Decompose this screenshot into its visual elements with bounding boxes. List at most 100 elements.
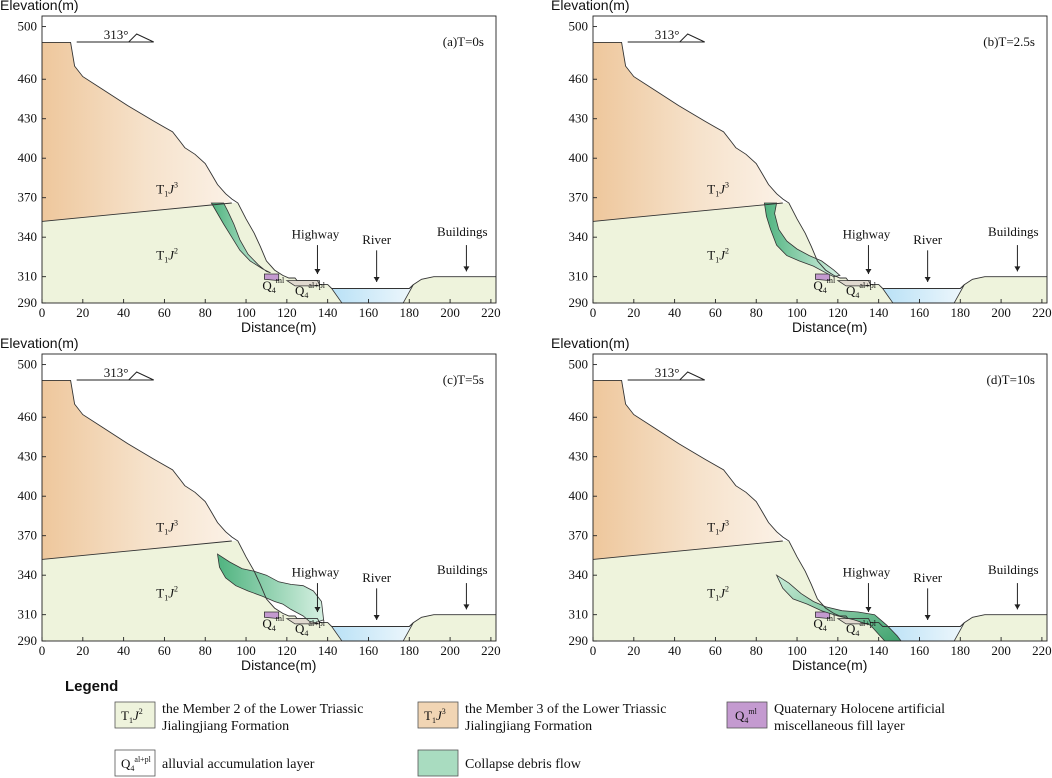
y-tick-label: 460 bbox=[18, 71, 38, 86]
y-tick-label: 290 bbox=[18, 633, 38, 648]
label-river: River bbox=[913, 232, 943, 247]
x-tick-label: 160 bbox=[910, 305, 930, 320]
x-tick-label: 220 bbox=[481, 643, 501, 658]
x-tick-label: 180 bbox=[951, 643, 971, 658]
x-tick-label: 160 bbox=[359, 643, 379, 658]
y-tick-label: 500 bbox=[18, 19, 38, 34]
label-fill-layer: Q4ml bbox=[813, 614, 836, 633]
svg-text:T1J2: T1J2 bbox=[121, 707, 143, 725]
strike-label: 313° bbox=[104, 365, 129, 380]
river-area bbox=[330, 284, 414, 304]
svg-text:Q4ml: Q4ml bbox=[735, 707, 758, 725]
x-tick-label: 100 bbox=[787, 305, 807, 320]
member3-area bbox=[42, 42, 232, 222]
y-tick-label: 430 bbox=[18, 111, 38, 126]
x-tick-label: 60 bbox=[709, 643, 722, 658]
y-tick-label: 370 bbox=[569, 528, 589, 543]
y-tick-label: 460 bbox=[569, 409, 589, 424]
y-tick-label: 310 bbox=[569, 607, 589, 622]
label-buildings-arrowhead bbox=[1014, 266, 1021, 272]
formation-boundary bbox=[592, 540, 783, 560]
x-tick-label: 0 bbox=[39, 643, 46, 658]
member3-area bbox=[42, 380, 232, 560]
label-buildings-arrowhead bbox=[1014, 604, 1021, 610]
y-tick-label: 400 bbox=[569, 150, 589, 165]
x-axis-title: Distance(m) bbox=[792, 657, 867, 673]
x-tick-label: 20 bbox=[76, 643, 89, 658]
label-fill-layer: Q4ml bbox=[262, 276, 285, 295]
y-tick-label: 400 bbox=[18, 150, 38, 165]
dip-symbol bbox=[128, 371, 154, 381]
y-tick-label: 370 bbox=[18, 190, 38, 205]
y-tick-label: 310 bbox=[18, 607, 38, 622]
x-tick-label: 40 bbox=[668, 305, 681, 320]
legend-item-member2: T1J2 the Member 2 of the Lower Triassic … bbox=[114, 701, 363, 734]
debris-flow bbox=[216, 553, 325, 624]
label-river: River bbox=[362, 232, 392, 247]
label-buildings: Buildings bbox=[988, 224, 1039, 239]
dip-symbol bbox=[679, 33, 705, 43]
y-axis-title: Elevation(m) bbox=[0, 335, 79, 351]
x-axis-title: Distance(m) bbox=[792, 319, 867, 335]
legend-item-member3: T1J3 the Member 3 of the Lower Triassic … bbox=[417, 701, 666, 734]
x-tick-label: 180 bbox=[951, 305, 971, 320]
label-member2: T1J2 bbox=[156, 247, 178, 265]
fill-layer bbox=[263, 611, 280, 620]
x-tick-label: 160 bbox=[359, 305, 379, 320]
label-member3: T1J3 bbox=[707, 519, 729, 537]
label-alluvial: Q4al+pl bbox=[295, 619, 326, 638]
strike-label: 313° bbox=[655, 365, 680, 380]
label-river: River bbox=[913, 570, 943, 585]
label-buildings: Buildings bbox=[988, 562, 1039, 577]
label-highway: Highway bbox=[292, 227, 340, 242]
x-tick-label: 200 bbox=[440, 643, 460, 658]
fill-layer bbox=[814, 273, 831, 282]
svg-text:T1J3: T1J3 bbox=[424, 707, 446, 725]
y-tick-label: 310 bbox=[18, 269, 38, 284]
legend-title: Legend bbox=[65, 678, 118, 695]
x-tick-label: 200 bbox=[991, 305, 1011, 320]
y-tick-label: 290 bbox=[569, 633, 589, 648]
panel-c: 290 310 340 370 400 430 460 500 0 20 40 60 80 100 120 1… bbox=[0, 335, 501, 673]
x-tick-label: 0 bbox=[590, 305, 597, 320]
x-tick-label: 20 bbox=[627, 643, 640, 658]
x-tick-label: 60 bbox=[158, 643, 171, 658]
y-axis-title: Elevation(m) bbox=[551, 335, 630, 351]
y-tick-label: 500 bbox=[569, 357, 589, 372]
label-buildings: Buildings bbox=[437, 224, 488, 239]
legend-text-alluvial: alluvial accumulation layer bbox=[162, 757, 315, 772]
svg-text:Q4al+pl: Q4al+pl bbox=[121, 755, 152, 773]
label-alluvial: Q4al+pl bbox=[846, 619, 877, 638]
label-member3: T1J3 bbox=[707, 181, 729, 199]
x-tick-label: 120 bbox=[277, 305, 297, 320]
legend-text-member3-line1: the Member 3 of the Lower Triassic bbox=[465, 702, 666, 717]
x-tick-label: 200 bbox=[440, 305, 460, 320]
member2-area bbox=[42, 541, 496, 641]
y-tick-label: 500 bbox=[569, 19, 589, 34]
debris-flow bbox=[763, 202, 841, 278]
label-alluvial: Q4al+pl bbox=[295, 281, 326, 300]
label-highway-arrowhead bbox=[314, 607, 321, 613]
plot-frame bbox=[592, 353, 1048, 642]
legend-item-fill-layer: Q4ml Quaternary Holocene artificial misc… bbox=[726, 701, 945, 734]
x-tick-label: 140 bbox=[869, 305, 889, 320]
label-member2: T1J2 bbox=[707, 585, 729, 603]
legend-text-member2-line1: the Member 2 of the Lower Triassic bbox=[162, 702, 363, 717]
x-tick-label: 100 bbox=[236, 643, 256, 658]
member2-area bbox=[593, 203, 1047, 303]
x-tick-label: 120 bbox=[828, 643, 848, 658]
panel-a: 290 310 340 370 400 430 460 500 0 20 40 60 80 100 120 1… bbox=[0, 0, 501, 335]
member3-area bbox=[593, 42, 783, 222]
label-fill-layer: Q4ml bbox=[262, 614, 285, 633]
y-tick-label: 290 bbox=[18, 295, 38, 310]
x-tick-label: 80 bbox=[750, 305, 763, 320]
legend-text-member3-line2: Jialingjiang Formation bbox=[465, 719, 592, 734]
label-highway-arrowhead bbox=[314, 269, 321, 275]
y-axis-title: Elevation(m) bbox=[0, 0, 79, 13]
terrain-profile bbox=[593, 379, 1047, 627]
x-tick-label: 20 bbox=[76, 305, 89, 320]
x-tick-label: 100 bbox=[787, 643, 807, 658]
formation-boundary bbox=[41, 202, 232, 222]
dip-symbol bbox=[679, 371, 705, 381]
